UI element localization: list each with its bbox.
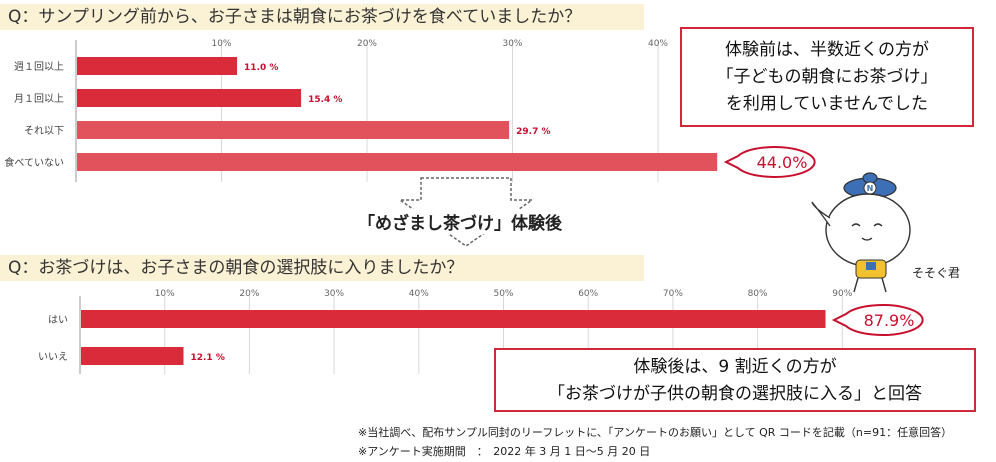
highlight-bubble-before: 44.0% [724,146,816,178]
chart1-value-label: 11.0 % [244,63,278,73]
footnote-survey-period: ※アンケート実施期間 ： 2022 年 3 月 1 日～5 月 20 日 [358,445,651,458]
highlight-before-text: 44.0% [757,153,808,172]
chart2-tick-label: 10% [155,289,175,299]
chart2-bar [81,347,184,365]
chart1-bar [77,89,302,107]
highlight-after-text: 87.9% [864,311,915,330]
chart2-tick-label: 40% [409,289,429,299]
chart2-category-label: はい [48,314,68,326]
mascot-badge: N [867,184,874,193]
chart1-category-label: 食べていない [4,156,64,169]
highlight-bubble-after: 87.9% [832,304,924,336]
chart1-tick-label: 10% [211,39,231,49]
chart2-tick-label: 70% [663,289,683,299]
callout-before-line-1: 体験前は、半数近くの方が [725,40,929,60]
chart2-tick-label: 30% [324,289,344,299]
chart2-tick-label: 50% [493,289,513,299]
mascot-name: そそぐ君 [912,266,961,280]
footnote-survey-method: ※当社調べ、配布サンプル同封のリーフレットに、「アンケートのお願い」として QR… [358,426,953,439]
callout-after-line-2: 「お茶づけが子供の朝食の選択肢に入る」と回答 [548,384,922,404]
chart2-tick-label: 90% [832,289,852,299]
question-1-banner: Q：サンプリング前から、お子さまは朝食にお茶づけを食べていましたか？ [0,4,644,30]
chart1-tick-label: 20% [357,39,377,49]
chart1-bar [77,153,718,171]
chart1-bar [77,121,510,139]
callout-before-line-3: を利用していませんでした [725,94,929,114]
chart1-tick-label: 30% [502,39,522,49]
callout-after-line-1: 体験後は、9 割近くの方が [633,357,837,377]
chart1-bar [77,57,238,75]
chart2-tick-label: 20% [239,289,259,299]
teapot-mascot-icon: N [811,172,911,293]
chart1-value-label: 29.7 % [516,127,550,137]
callout-before-line-2: 「子どもの朝食にお茶づけ」 [716,67,938,87]
chart1-value-label: 15.4 % [308,95,342,105]
chart1-category-label: 月１回以上 [14,93,64,105]
chart2-category-label: いいえ [38,351,68,363]
question-2-banner: Q：お茶づけは、お子さまの朝食の選択肢に入りましたか？ [0,255,644,281]
chart1-tick-label: 40% [648,39,668,49]
callout-after: 体験後は、9 割近くの方が 「お茶づけが子供の朝食の選択肢に入る」と回答 [494,348,976,412]
chart2-tick-label: 60% [578,289,598,299]
chart1-category-label: それ以下 [24,125,64,137]
chart1-category-label: 週１回以上 [14,61,64,73]
transition-title: 「めざまし茶づけ」体験後 [356,209,564,234]
chart2-bar [81,310,826,328]
chart-before: 10% 20% 30% 40% 週１回以上 11.0 % 月１回以上 15.4 % それ以下 29… [4,39,718,182]
chart2-tick-label: 80% [748,289,768,299]
chart2-value-label: 12.1 % [190,353,224,363]
callout-before: 体験前は、半数近くの方が 「子どもの朝食にお茶づけ」 を利用していませんでした [680,27,974,127]
